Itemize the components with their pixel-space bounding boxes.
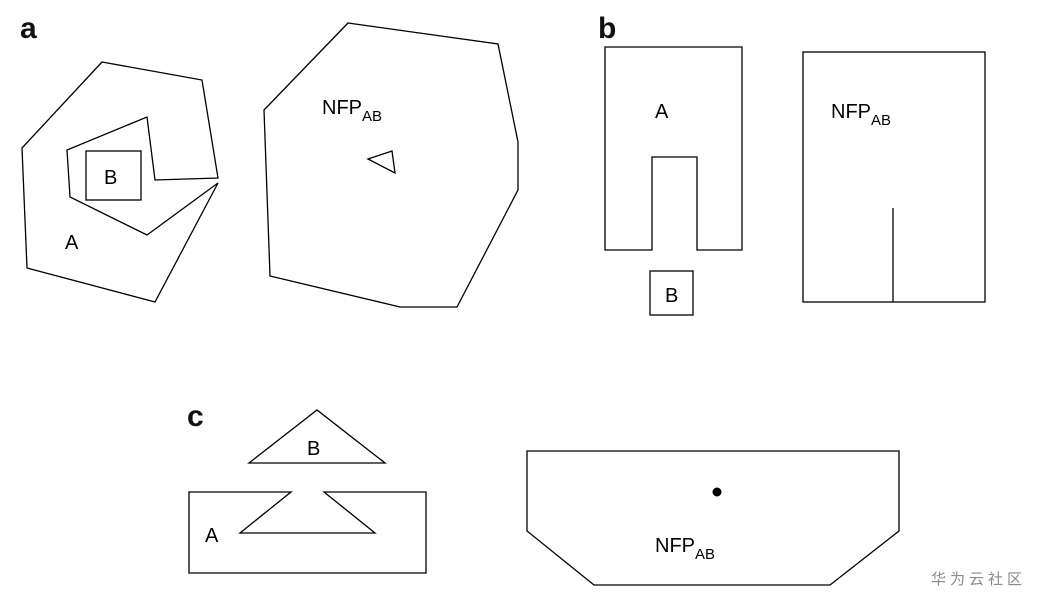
panel-a-nfp-outer <box>263 22 519 308</box>
panel-b: b A B NFPAB <box>598 12 986 316</box>
panel-a-label-b: B <box>104 167 117 189</box>
panel-c-label-a: A <box>205 525 219 547</box>
panel-b-nfp-main: NFP <box>831 101 871 123</box>
panel-a: a B A NFPAB <box>20 12 519 308</box>
panel-a-polygon-a <box>21 61 219 303</box>
panel-a-letter: a <box>20 12 37 45</box>
panel-a-label-a: A <box>65 232 79 254</box>
panel-a-nfp-hole <box>366 150 396 175</box>
panel-c-nfp-label: NFPAB <box>655 535 715 563</box>
panel-a-nfp-sub: AB <box>362 108 382 125</box>
panel-b-polygon-a <box>604 46 743 251</box>
panel-b-polygon-b <box>649 270 694 316</box>
panel-c-nfp-main: NFP <box>655 535 695 557</box>
panel-c-label-b: B <box>307 438 320 460</box>
panel-b-letter: b <box>598 12 616 45</box>
panel-a-nfp-label: NFPAB <box>322 97 382 125</box>
panel-b-label-a: A <box>655 101 669 123</box>
panel-c: c B A NFPAB <box>187 400 900 586</box>
panel-a-polygon-b <box>85 150 142 201</box>
panel-b-label-b: B <box>665 285 678 307</box>
watermark-text: 华为云社区 <box>930 570 1026 588</box>
panel-c-polygon-b <box>247 409 387 464</box>
panel-c-nfp-point <box>712 487 722 497</box>
panel-c-polygon-a <box>188 491 427 574</box>
panel-c-nfp-sub: AB <box>695 546 715 563</box>
panel-b-nfp-label: NFPAB <box>831 101 891 129</box>
panel-a-nfp-main: NFP <box>322 97 362 119</box>
panel-c-nfp-outer <box>526 450 900 586</box>
panel-b-nfp-sub: AB <box>871 112 891 129</box>
panel-c-letter: c <box>187 400 204 433</box>
panel-b-nfp-outer <box>802 51 986 303</box>
